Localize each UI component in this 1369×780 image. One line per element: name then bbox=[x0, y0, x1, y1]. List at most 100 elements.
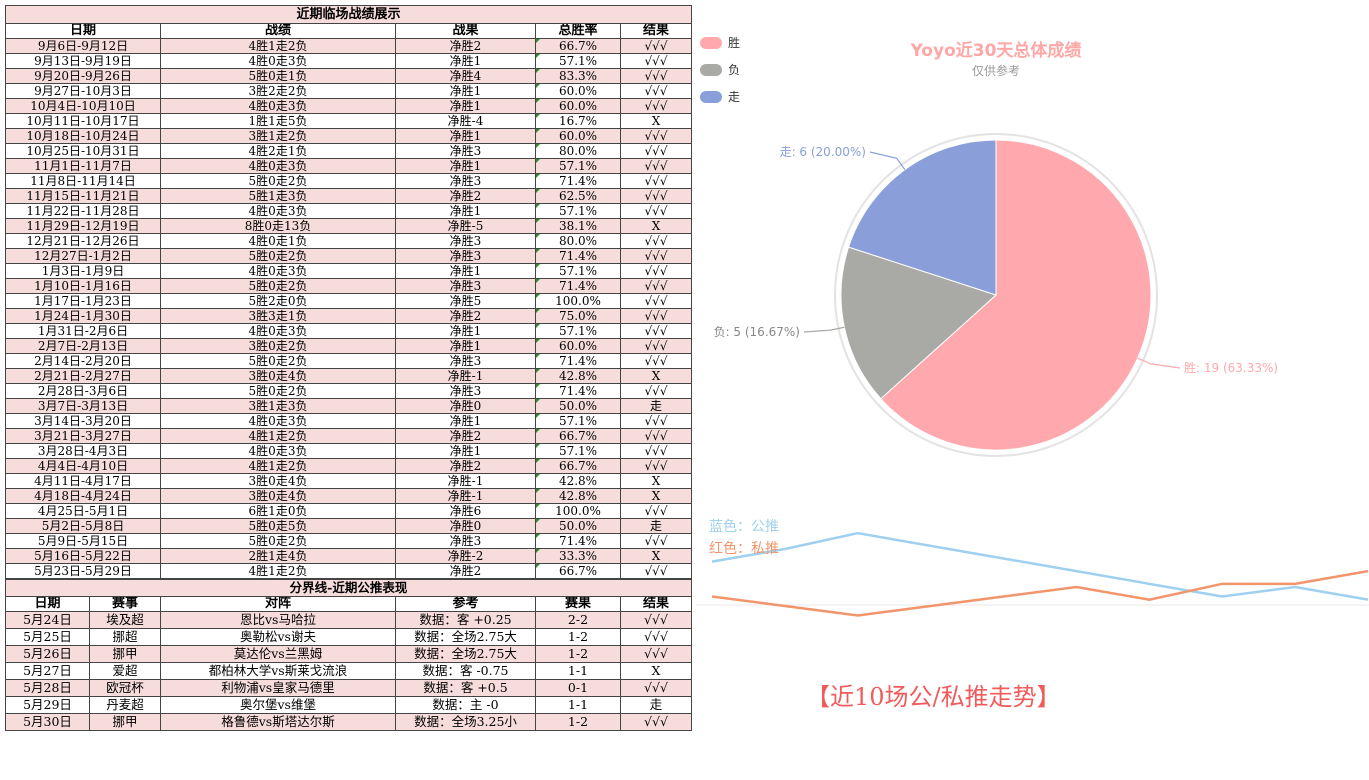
table-row: 9月27日-10月3日 3胜2走2负 净胜1 60.0% √√√ bbox=[5, 83, 693, 99]
result-cell: X bbox=[619, 368, 693, 384]
rate-cell: 60.0% bbox=[535, 128, 621, 144]
record-cell: 4胜0走3负 bbox=[160, 98, 396, 114]
date-cell: 1月31日-2月6日 bbox=[5, 323, 161, 339]
column-header: 日期 bbox=[5, 596, 90, 612]
result-cell: X bbox=[619, 113, 693, 129]
result-cell: √√√ bbox=[619, 173, 693, 189]
net-cell: 净胜1 bbox=[395, 83, 536, 99]
date-cell: 2月28日-3月6日 bbox=[5, 383, 161, 399]
record-cell: 4胜0走3负 bbox=[160, 443, 396, 459]
result-cell: √√√ bbox=[619, 248, 693, 264]
record-cell: 4胜0走3负 bbox=[160, 203, 396, 219]
line-note-private: 红色：私推 bbox=[709, 541, 779, 557]
date-cell: 11月22日-11月28日 bbox=[5, 203, 161, 219]
reference-cell: 数据：客 +0.25 bbox=[395, 611, 536, 629]
score-cell: 1-1 bbox=[535, 662, 621, 680]
record-cell: 6胜1走0负 bbox=[160, 503, 396, 519]
net-cell: 净胜2 bbox=[395, 428, 536, 444]
league-cell: 爱超 bbox=[89, 662, 161, 680]
pie-slice-走[interactable] bbox=[847, 139, 997, 296]
reference-cell: 数据：全场2.75大 bbox=[395, 645, 536, 663]
net-cell: 净胜1 bbox=[395, 158, 536, 174]
column-header: 对阵 bbox=[160, 596, 396, 612]
pie-slice-负[interactable] bbox=[840, 246, 997, 400]
table-row: 5月23日-5月29日 4胜1走2负 净胜2 66.7% √√√ bbox=[5, 563, 693, 579]
rate-cell: 50.0% bbox=[535, 398, 621, 414]
result-cell: √√√ bbox=[619, 338, 693, 354]
match-cell: 奥尔堡vs维堡 bbox=[160, 696, 396, 714]
date-cell: 5月28日 bbox=[5, 679, 90, 697]
score-cell: 2-2 bbox=[535, 611, 621, 629]
net-cell: 净胜2 bbox=[395, 38, 536, 54]
rate-cell: 66.7% bbox=[535, 458, 621, 474]
date-cell: 2月21日-2月27日 bbox=[5, 368, 161, 384]
rate-cell: 60.0% bbox=[535, 83, 621, 99]
record-cell: 4胜1走2负 bbox=[160, 428, 396, 444]
legend-label: 负 bbox=[728, 63, 741, 77]
date-cell: 4月11日-4月17日 bbox=[5, 473, 161, 489]
record-cell: 3胜3走1负 bbox=[160, 308, 396, 324]
date-cell: 5月2日-5月8日 bbox=[5, 518, 161, 534]
result-cell: √√√ bbox=[619, 443, 693, 459]
record-cell: 5胜0走2负 bbox=[160, 278, 396, 294]
net-cell: 净胜3 bbox=[395, 383, 536, 399]
rate-cell: 80.0% bbox=[535, 143, 621, 159]
league-cell: 挪甲 bbox=[89, 645, 161, 663]
record-cell: 5胜0走2负 bbox=[160, 173, 396, 189]
legend-label: 胜 bbox=[728, 36, 741, 50]
record-cell: 1胜1走5负 bbox=[160, 113, 396, 129]
record-cell: 5胜2走0负 bbox=[160, 293, 396, 309]
legend-item-win[interactable]: 胜 bbox=[700, 34, 740, 51]
rate-cell: 71.4% bbox=[535, 248, 621, 264]
result-cell: √√√ bbox=[619, 128, 693, 144]
net-cell: 净胜3 bbox=[395, 353, 536, 369]
legend-item-loss[interactable]: 负 bbox=[700, 61, 740, 78]
record-cell: 2胜1走4负 bbox=[160, 548, 396, 564]
table-row: 9月20日-9月26日 5胜0走1负 净胜4 83.3% √√√ bbox=[5, 68, 693, 84]
record-cell: 3胜0走4负 bbox=[160, 368, 396, 384]
net-cell: 净胜1 bbox=[395, 338, 536, 354]
table-row: 3月14日-3月20日 4胜0走3负 净胜1 57.1% √√√ bbox=[5, 413, 693, 429]
table-row: 9月6日-9月12日 4胜1走2负 净胜2 66.7% √√√ bbox=[5, 38, 693, 54]
result-cell: √√√ bbox=[619, 563, 693, 579]
date-cell: 3月7日-3月13日 bbox=[5, 398, 161, 414]
date-cell: 5月16日-5月22日 bbox=[5, 548, 161, 564]
date-cell: 1月3日-1月9日 bbox=[5, 263, 161, 279]
date-cell: 4月4日-4月10日 bbox=[5, 458, 161, 474]
table-title: 分界线-近期公推表现 bbox=[4, 579, 693, 597]
record-cell: 3胜2走2负 bbox=[160, 83, 396, 99]
date-cell: 5月24日 bbox=[5, 611, 90, 629]
result-cell: √√√ bbox=[619, 353, 693, 369]
line-series-私推 bbox=[711, 569, 1369, 617]
result-cell: √√√ bbox=[619, 293, 693, 309]
table-title: 近期临场战绩展示 bbox=[4, 5, 693, 24]
net-cell: 净胜0 bbox=[395, 398, 536, 414]
reference-cell: 数据：全场3.25小 bbox=[395, 713, 536, 731]
rate-cell: 57.1% bbox=[535, 53, 621, 69]
result-cell: X bbox=[619, 662, 693, 680]
table-row: 4月18日-4月24日 3胜0走4负 净胜-1 42.8% X bbox=[5, 488, 693, 504]
table-row: 1月10日-1月16日 5胜0走2负 净胜3 71.4% √√√ bbox=[5, 278, 693, 294]
record-cell: 4胜0走1负 bbox=[160, 233, 396, 249]
table-row: 5月30日 挪甲 格鲁德vs斯塔达尔斯 数据：全场3.25小 1-2 √√√ bbox=[5, 713, 693, 731]
chart-svg: 胜: 19 (63.33%) 负: 5 (16.67%) 走: 6 (20.00%) bbox=[696, 133, 1369, 617]
record-cell: 4胜0走3负 bbox=[160, 323, 396, 339]
rate-cell: 50.0% bbox=[535, 518, 621, 534]
date-cell: 12月21日-12月26日 bbox=[5, 233, 161, 249]
table-header-row: 日期 赛事 对阵 参考 赛果 结果 bbox=[5, 596, 693, 612]
record-cell: 4胜1走2负 bbox=[160, 563, 396, 579]
net-cell: 净胜1 bbox=[395, 98, 536, 114]
table-row: 10月4日-10月10日 4胜0走3负 净胜1 60.0% √√√ bbox=[5, 98, 693, 114]
date-cell: 5月25日 bbox=[5, 628, 90, 646]
table-row: 11月1日-11月7日 4胜0走3负 净胜1 57.1% √√√ bbox=[5, 158, 693, 174]
net-cell: 净胜1 bbox=[395, 203, 536, 219]
result-cell: √√√ bbox=[619, 83, 693, 99]
table-row: 11月29日-12月19日 8胜0走13负 净胜-5 38.1% X bbox=[5, 218, 693, 234]
table-row: 2月14日-2月20日 5胜0走2负 净胜3 71.4% √√√ bbox=[5, 353, 693, 369]
rate-cell: 66.7% bbox=[535, 428, 621, 444]
table-row: 2月21日-2月27日 3胜0走4负 净胜-1 42.8% X bbox=[5, 368, 693, 384]
legend-item-draw[interactable]: 走 bbox=[700, 88, 740, 105]
result-cell: X bbox=[619, 548, 693, 564]
result-cell: 走 bbox=[619, 696, 693, 714]
rate-cell: 42.8% bbox=[535, 488, 621, 504]
